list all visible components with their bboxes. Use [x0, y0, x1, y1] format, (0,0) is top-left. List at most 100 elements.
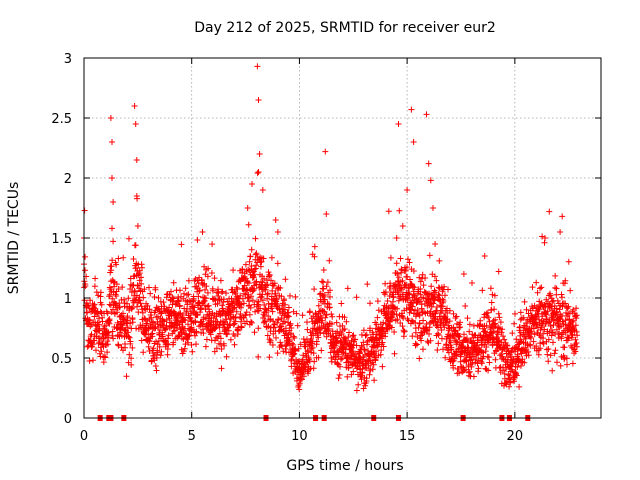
data-point — [565, 303, 572, 310]
data-point — [282, 325, 289, 332]
data-point — [153, 367, 160, 374]
data-point — [516, 324, 523, 330]
data-point — [323, 283, 330, 290]
data-point — [405, 256, 411, 263]
chart-title: Day 212 of 2025, SRMTID for receiver eur… — [194, 20, 496, 36]
data-point — [539, 233, 546, 240]
data-point — [140, 349, 147, 356]
data-point — [157, 352, 164, 359]
data-point — [286, 336, 293, 343]
data-point — [246, 311, 253, 318]
data-point — [427, 177, 434, 184]
data-point — [129, 344, 136, 351]
data-point — [451, 327, 458, 334]
data-point — [425, 160, 432, 167]
data-point — [165, 335, 171, 342]
data-point — [394, 305, 401, 312]
data-point — [255, 298, 262, 305]
data-point — [261, 275, 267, 282]
data-point — [525, 352, 532, 359]
data-point — [410, 268, 417, 274]
data-point — [182, 285, 189, 292]
data-point — [529, 284, 536, 291]
data-point — [549, 298, 556, 305]
data-point — [268, 277, 274, 284]
data-point — [315, 334, 322, 341]
data-point — [300, 373, 307, 380]
data-point — [200, 299, 207, 306]
data-point — [152, 286, 159, 293]
data-point — [395, 274, 402, 281]
data-point — [416, 320, 423, 327]
data-point — [552, 272, 559, 279]
data-point — [537, 285, 543, 292]
data-point — [436, 257, 443, 264]
data-point — [103, 322, 109, 329]
y-tick-label: 0.5 — [51, 352, 72, 367]
data-point — [240, 300, 247, 307]
data-point — [501, 336, 508, 343]
data-point — [416, 355, 423, 362]
data-point — [225, 327, 232, 334]
data-point — [271, 321, 278, 328]
data-point — [232, 290, 239, 297]
data-point — [215, 290, 222, 297]
data-point — [361, 352, 368, 358]
data-point — [402, 282, 409, 289]
data-point — [326, 257, 333, 264]
data-point — [188, 341, 195, 348]
data-point — [387, 283, 394, 290]
data-point — [514, 364, 521, 370]
data-point — [245, 280, 252, 287]
data-point — [203, 336, 210, 343]
data-point — [315, 354, 322, 361]
data-point — [520, 314, 527, 321]
data-point — [333, 319, 340, 326]
data-point — [380, 319, 387, 326]
data-point — [430, 205, 436, 211]
data-point — [251, 271, 258, 278]
data-point — [341, 314, 348, 321]
data-point — [420, 282, 427, 289]
data-point — [247, 304, 254, 311]
data-point — [440, 298, 447, 304]
data-point — [513, 372, 520, 379]
axis-ticks: 0 0.5 1 1.5 2 2.5 3 0 5 10 15 20 — [51, 52, 601, 444]
data-point — [202, 286, 208, 293]
data-point — [561, 344, 568, 351]
data-point — [518, 362, 524, 369]
data-point — [545, 358, 552, 365]
data-point — [364, 281, 371, 288]
data-point — [487, 285, 494, 292]
data-point — [517, 309, 524, 316]
data-point — [417, 278, 424, 285]
data-point — [270, 318, 277, 325]
data-point — [253, 250, 260, 257]
data-point — [135, 309, 142, 316]
data-point — [255, 353, 262, 360]
data-point — [556, 306, 563, 313]
data-point — [304, 348, 311, 355]
data-point — [133, 157, 140, 163]
x-tick-label: 5 — [188, 429, 196, 444]
data-point — [270, 282, 277, 289]
data-point — [151, 294, 158, 300]
data-point — [402, 267, 409, 274]
data-point — [254, 170, 261, 177]
data-point — [491, 292, 498, 299]
data-point — [544, 351, 551, 358]
data-point — [91, 313, 98, 320]
data-point — [166, 304, 173, 311]
data-point — [547, 292, 554, 299]
data-point — [438, 327, 445, 333]
data-point — [457, 319, 464, 326]
data-point — [456, 370, 463, 376]
data-point — [328, 311, 335, 318]
data-point — [408, 306, 415, 313]
data-point — [204, 289, 211, 296]
data-point — [131, 287, 138, 294]
data-point — [415, 311, 422, 318]
data-point — [461, 331, 467, 338]
data-point — [426, 252, 433, 259]
data-point — [537, 345, 544, 352]
